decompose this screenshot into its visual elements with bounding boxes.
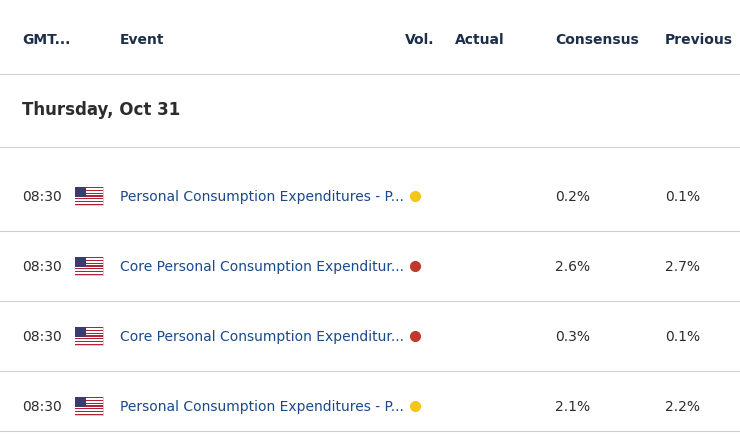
- Text: Event: Event: [120, 33, 164, 47]
- FancyBboxPatch shape: [75, 397, 86, 407]
- FancyBboxPatch shape: [75, 403, 103, 404]
- Text: Core Personal Consumption Expenditur...: Core Personal Consumption Expenditur...: [120, 329, 404, 343]
- FancyBboxPatch shape: [75, 268, 103, 270]
- FancyBboxPatch shape: [75, 334, 103, 336]
- FancyBboxPatch shape: [75, 259, 103, 260]
- FancyBboxPatch shape: [75, 191, 103, 192]
- FancyBboxPatch shape: [75, 413, 103, 415]
- FancyBboxPatch shape: [75, 400, 103, 401]
- FancyBboxPatch shape: [75, 412, 103, 413]
- Text: Thursday, Oct 31: Thursday, Oct 31: [22, 101, 181, 119]
- FancyBboxPatch shape: [75, 406, 103, 407]
- FancyBboxPatch shape: [75, 327, 103, 345]
- FancyBboxPatch shape: [75, 267, 103, 268]
- FancyBboxPatch shape: [75, 189, 103, 191]
- FancyBboxPatch shape: [75, 332, 103, 333]
- Text: 0.1%: 0.1%: [665, 190, 700, 204]
- FancyBboxPatch shape: [75, 336, 103, 337]
- FancyBboxPatch shape: [75, 201, 103, 203]
- FancyBboxPatch shape: [75, 258, 103, 276]
- FancyBboxPatch shape: [75, 187, 103, 189]
- FancyBboxPatch shape: [75, 330, 103, 332]
- Text: Personal Consumption Expenditures - P...: Personal Consumption Expenditures - P...: [120, 190, 404, 204]
- FancyBboxPatch shape: [75, 204, 103, 205]
- FancyBboxPatch shape: [75, 258, 86, 267]
- FancyBboxPatch shape: [75, 194, 103, 196]
- FancyBboxPatch shape: [75, 203, 103, 204]
- FancyBboxPatch shape: [75, 260, 103, 261]
- FancyBboxPatch shape: [75, 397, 103, 415]
- Text: 08:30: 08:30: [22, 399, 61, 413]
- Text: Core Personal Consumption Expenditur...: Core Personal Consumption Expenditur...: [120, 259, 404, 273]
- FancyBboxPatch shape: [75, 341, 103, 343]
- FancyBboxPatch shape: [75, 344, 103, 345]
- FancyBboxPatch shape: [75, 258, 103, 259]
- FancyBboxPatch shape: [75, 404, 103, 406]
- FancyBboxPatch shape: [75, 401, 103, 403]
- Text: Personal Consumption Expenditures - P...: Personal Consumption Expenditures - P...: [120, 399, 404, 413]
- Text: Consensus: Consensus: [555, 33, 639, 47]
- Text: 0.3%: 0.3%: [555, 329, 590, 343]
- Text: GMT...: GMT...: [22, 33, 70, 47]
- FancyBboxPatch shape: [75, 411, 103, 412]
- Text: 2.1%: 2.1%: [555, 399, 590, 413]
- FancyBboxPatch shape: [75, 264, 103, 266]
- FancyBboxPatch shape: [75, 187, 86, 197]
- FancyBboxPatch shape: [75, 261, 103, 263]
- FancyBboxPatch shape: [75, 270, 103, 271]
- FancyBboxPatch shape: [75, 271, 103, 272]
- Text: Actual: Actual: [455, 33, 505, 47]
- FancyBboxPatch shape: [75, 333, 103, 334]
- FancyBboxPatch shape: [75, 343, 103, 344]
- FancyBboxPatch shape: [75, 338, 103, 340]
- FancyBboxPatch shape: [75, 397, 103, 399]
- Text: 08:30: 08:30: [22, 329, 61, 343]
- FancyBboxPatch shape: [75, 197, 103, 198]
- FancyBboxPatch shape: [75, 327, 86, 337]
- FancyBboxPatch shape: [75, 327, 103, 328]
- FancyBboxPatch shape: [75, 410, 103, 411]
- FancyBboxPatch shape: [75, 192, 103, 193]
- FancyBboxPatch shape: [75, 274, 103, 276]
- FancyBboxPatch shape: [75, 340, 103, 341]
- FancyBboxPatch shape: [75, 263, 103, 264]
- FancyBboxPatch shape: [75, 407, 103, 408]
- Text: Previous: Previous: [665, 33, 733, 47]
- FancyBboxPatch shape: [75, 198, 103, 200]
- FancyBboxPatch shape: [75, 187, 103, 205]
- FancyBboxPatch shape: [75, 399, 103, 400]
- Text: 0.1%: 0.1%: [665, 329, 700, 343]
- FancyBboxPatch shape: [75, 193, 103, 194]
- FancyBboxPatch shape: [75, 266, 103, 267]
- Text: 2.2%: 2.2%: [665, 399, 700, 413]
- Text: 2.7%: 2.7%: [665, 259, 700, 273]
- FancyBboxPatch shape: [75, 328, 103, 330]
- Text: 0.2%: 0.2%: [555, 190, 590, 204]
- Text: Vol.: Vol.: [405, 33, 434, 47]
- Text: 08:30: 08:30: [22, 259, 61, 273]
- FancyBboxPatch shape: [75, 408, 103, 410]
- FancyBboxPatch shape: [75, 337, 103, 338]
- Text: 2.6%: 2.6%: [555, 259, 590, 273]
- FancyBboxPatch shape: [75, 200, 103, 201]
- Text: 08:30: 08:30: [22, 190, 61, 204]
- FancyBboxPatch shape: [75, 272, 103, 274]
- FancyBboxPatch shape: [75, 196, 103, 197]
